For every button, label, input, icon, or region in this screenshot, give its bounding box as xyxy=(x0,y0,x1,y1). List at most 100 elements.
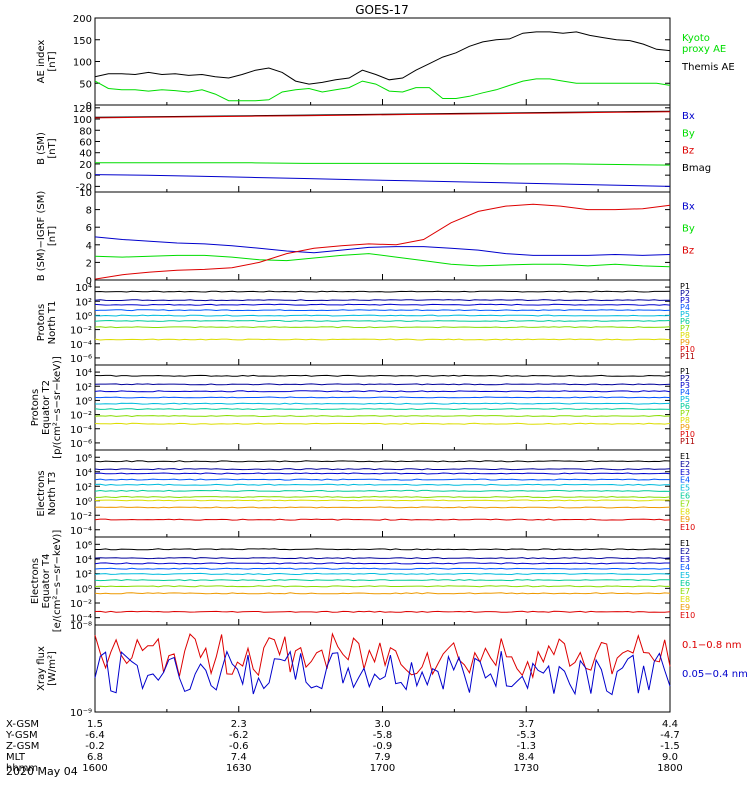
ephemeris-row-label: Y-GSM xyxy=(5,730,38,741)
series-line-p2 xyxy=(94,299,670,302)
y-tick-label: 10⁰ xyxy=(75,584,92,595)
y-tick-label: 2 xyxy=(86,258,92,269)
ephemeris-value: -4.7 xyxy=(660,730,680,741)
y-tick-label: 10⁻² xyxy=(70,411,92,422)
y-tick-label: 6 xyxy=(86,223,92,234)
y-tick-label: 10⁰ xyxy=(75,497,92,508)
series-line-bz xyxy=(94,203,671,280)
ephemeris-value: -0.9 xyxy=(373,741,393,752)
legend-item: P1 xyxy=(680,282,690,291)
series-line-p5 xyxy=(94,314,671,317)
legend-item: E5 xyxy=(680,571,690,580)
series-line-p5 xyxy=(95,402,671,405)
series-line-p3 xyxy=(94,390,671,393)
y-axis-label-line: Electrons xyxy=(36,470,47,516)
y-axis-label-line: AE index xyxy=(36,40,47,84)
series-line-0-1-0-8-nm xyxy=(94,632,671,680)
ephemeris-value: 3.7 xyxy=(518,719,534,730)
figure-title: GOES-17 xyxy=(355,3,409,17)
ephemeris-value: 1730 xyxy=(514,763,539,774)
legend-item-line: Kyoto xyxy=(682,33,710,44)
y-tick-label: 10⁴ xyxy=(75,555,92,566)
ephemeris-value: 1.5 xyxy=(87,719,103,730)
y-tick-label: 4 xyxy=(86,241,92,252)
panel-frame xyxy=(94,364,671,451)
y-tick-label: 10⁴ xyxy=(75,283,92,294)
ephemeris-row-label: X-GSM xyxy=(6,719,39,730)
legend-item: P4 xyxy=(680,303,690,312)
legend-item: 0.1−0.8 nm xyxy=(682,640,741,651)
panel-7: 10⁻⁴ 10⁻² 10⁰ 10² 10⁴ 10⁶ ElectronsEquator T4[… xyxy=(30,530,695,633)
legend-item: E4 xyxy=(680,476,690,485)
series-line-p3 xyxy=(94,303,671,306)
series-line-e4 xyxy=(94,478,670,481)
legend-item: P7 xyxy=(680,324,690,333)
y-tick-label: 10⁻⁴ xyxy=(70,425,92,436)
legend-item: Kyoto proxy AE xyxy=(682,33,726,55)
series-line-p6 xyxy=(94,319,671,322)
series-line-by xyxy=(94,253,671,268)
legend-item: E7 xyxy=(680,499,690,508)
y-tick-label: 10² xyxy=(75,297,92,308)
legend-item: E8 xyxy=(680,595,690,604)
legend-item: By xyxy=(682,128,695,139)
series-line-p8 xyxy=(94,422,671,425)
panel-frame xyxy=(94,449,671,538)
legend-item: By xyxy=(682,224,695,235)
y-tick-label: 10⁰ xyxy=(75,311,92,322)
legend-item: P3 xyxy=(680,381,690,390)
y-tick-label: 8 xyxy=(86,206,92,217)
legend-item: P6 xyxy=(680,402,690,411)
legend-item: E5 xyxy=(680,484,690,493)
y-axis-label-line: [nT] xyxy=(47,226,58,246)
series-line-p4 xyxy=(94,396,671,399)
y-axis-label-line: Electrons xyxy=(30,558,41,604)
legend-item: P1 xyxy=(680,367,690,376)
y-tick-label: 10⁶ xyxy=(75,540,92,551)
series-line-p2 xyxy=(94,383,671,386)
y-tick-label: 10⁻⁹ xyxy=(70,708,92,719)
series-line-bz xyxy=(94,111,671,119)
panel-8: 10⁻⁹ 10⁻⁸ Xray flux[W/m²] 0.1−0.8 nm 0.05−0.… xyxy=(36,621,748,719)
y-tick-label: 10⁻⁴ xyxy=(70,340,92,351)
panel-1: 0 50 100 150 200 AE index[nT] Kyoto proxy AE The… xyxy=(36,14,735,112)
legend-item: E3 xyxy=(680,555,690,564)
y-axis-label-line: Protons xyxy=(30,389,41,426)
y-axis-label-line: [nT] xyxy=(47,51,58,71)
y-axis-label: ProtonsNorth T1 xyxy=(36,301,58,345)
y-tick-label: 10⁰ xyxy=(75,396,92,407)
legend-item: Bmag xyxy=(682,163,711,174)
series-line-e7 xyxy=(94,585,670,588)
series-line-p1 xyxy=(94,374,671,377)
legend-item: 0.05−0.4 nm xyxy=(682,669,748,680)
series-line-themis-ae xyxy=(94,31,671,85)
legend-item: P5 xyxy=(680,310,690,319)
series-line-0-05-0-4-nm xyxy=(94,650,671,696)
series-line-e1 xyxy=(95,548,671,551)
legend-item: Bx xyxy=(682,111,695,122)
legend-item: P8 xyxy=(680,331,690,340)
ephemeris-value: 3.0 xyxy=(375,719,391,730)
y-tick-label: 10⁻² xyxy=(70,511,92,522)
y-tick-label: 20 xyxy=(79,160,92,171)
y-tick-label: 10⁴ xyxy=(75,368,92,379)
legend-item: P5 xyxy=(680,395,690,404)
y-tick-label: 150 xyxy=(73,36,92,47)
y-axis-label-line: [e/(cm²−s−sr−keV)] xyxy=(52,530,63,633)
series-line-e10 xyxy=(94,518,671,521)
ephemeris-row-label: hhmm xyxy=(6,763,38,774)
legend-item-line: 0.05−0.4 nm xyxy=(682,669,748,680)
ephemeris-value: 1600 xyxy=(82,763,107,774)
legend-item: P9 xyxy=(680,423,690,432)
series-line-bx xyxy=(94,236,671,256)
y-tick-label: 40 xyxy=(79,149,92,160)
y-axis-label-line: North T1 xyxy=(47,301,58,345)
y-axis-label-line: [W/m²] xyxy=(47,651,58,686)
legend-item: P9 xyxy=(680,338,690,347)
legend-item-line: By xyxy=(682,128,695,139)
y-tick-label: 100 xyxy=(73,115,92,126)
legend-item: Bz xyxy=(682,146,694,157)
